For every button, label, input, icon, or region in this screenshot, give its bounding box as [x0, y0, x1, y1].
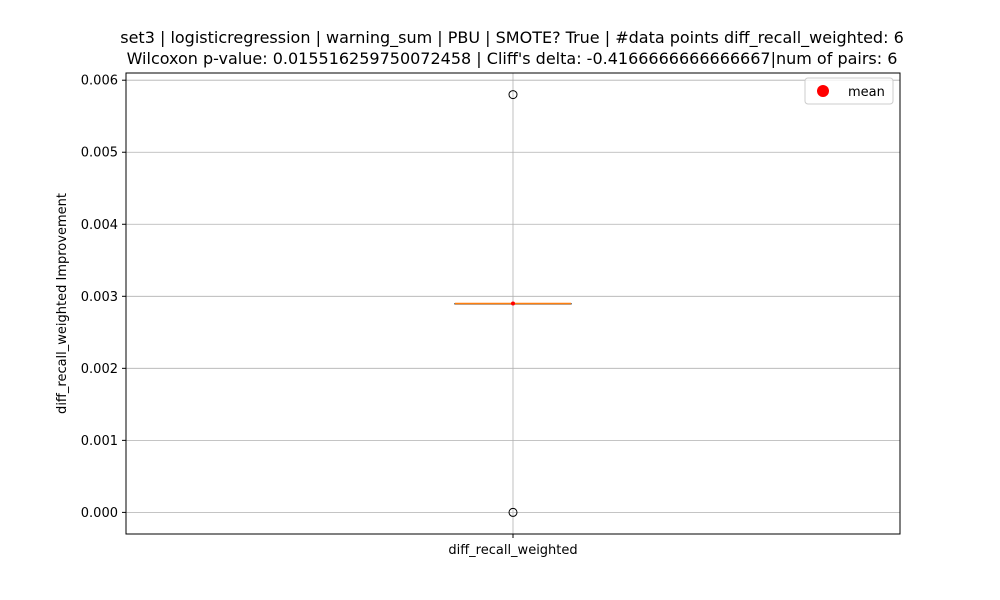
y-axis-ticks: 0.000 0.001 0.002 0.003 0.004 0.005 0.006 — [81, 74, 126, 521]
axes-frame — [125, 72, 901, 535]
x-axis-ticks: diff_recall_weighted — [448, 534, 578, 558]
mean-point — [511, 301, 515, 306]
legend: mean — [804, 77, 894, 105]
y-tick-label: 0.005 — [81, 146, 118, 161]
y-tick-label: 0.004 — [81, 218, 118, 233]
y-tick-label: 0.000 — [81, 506, 118, 521]
legend-frame — [804, 77, 894, 105]
grid-layer — [126, 73, 900, 534]
y-tick-label: 0.006 — [81, 74, 118, 89]
chart-title-line-1: set3 | logisticregression | warning_sum … — [120, 28, 904, 48]
y-tick-label: 0.002 — [81, 362, 118, 377]
y-tick-label: 0.001 — [81, 434, 118, 449]
legend-mean-label: mean — [848, 85, 885, 100]
outlier-point — [508, 90, 518, 100]
y-tick-label: 0.003 — [81, 290, 118, 305]
outlier-point — [508, 507, 518, 517]
legend-mean-marker — [817, 85, 829, 97]
x-tick-label: diff_recall_weighted — [448, 543, 577, 558]
box-group — [454, 90, 572, 517]
chart-title-line-2: Wilcoxon p-value: 0.015516259750072458 |… — [127, 49, 898, 68]
y-axis-label: diff_recall_weighted Improvement — [55, 193, 70, 414]
